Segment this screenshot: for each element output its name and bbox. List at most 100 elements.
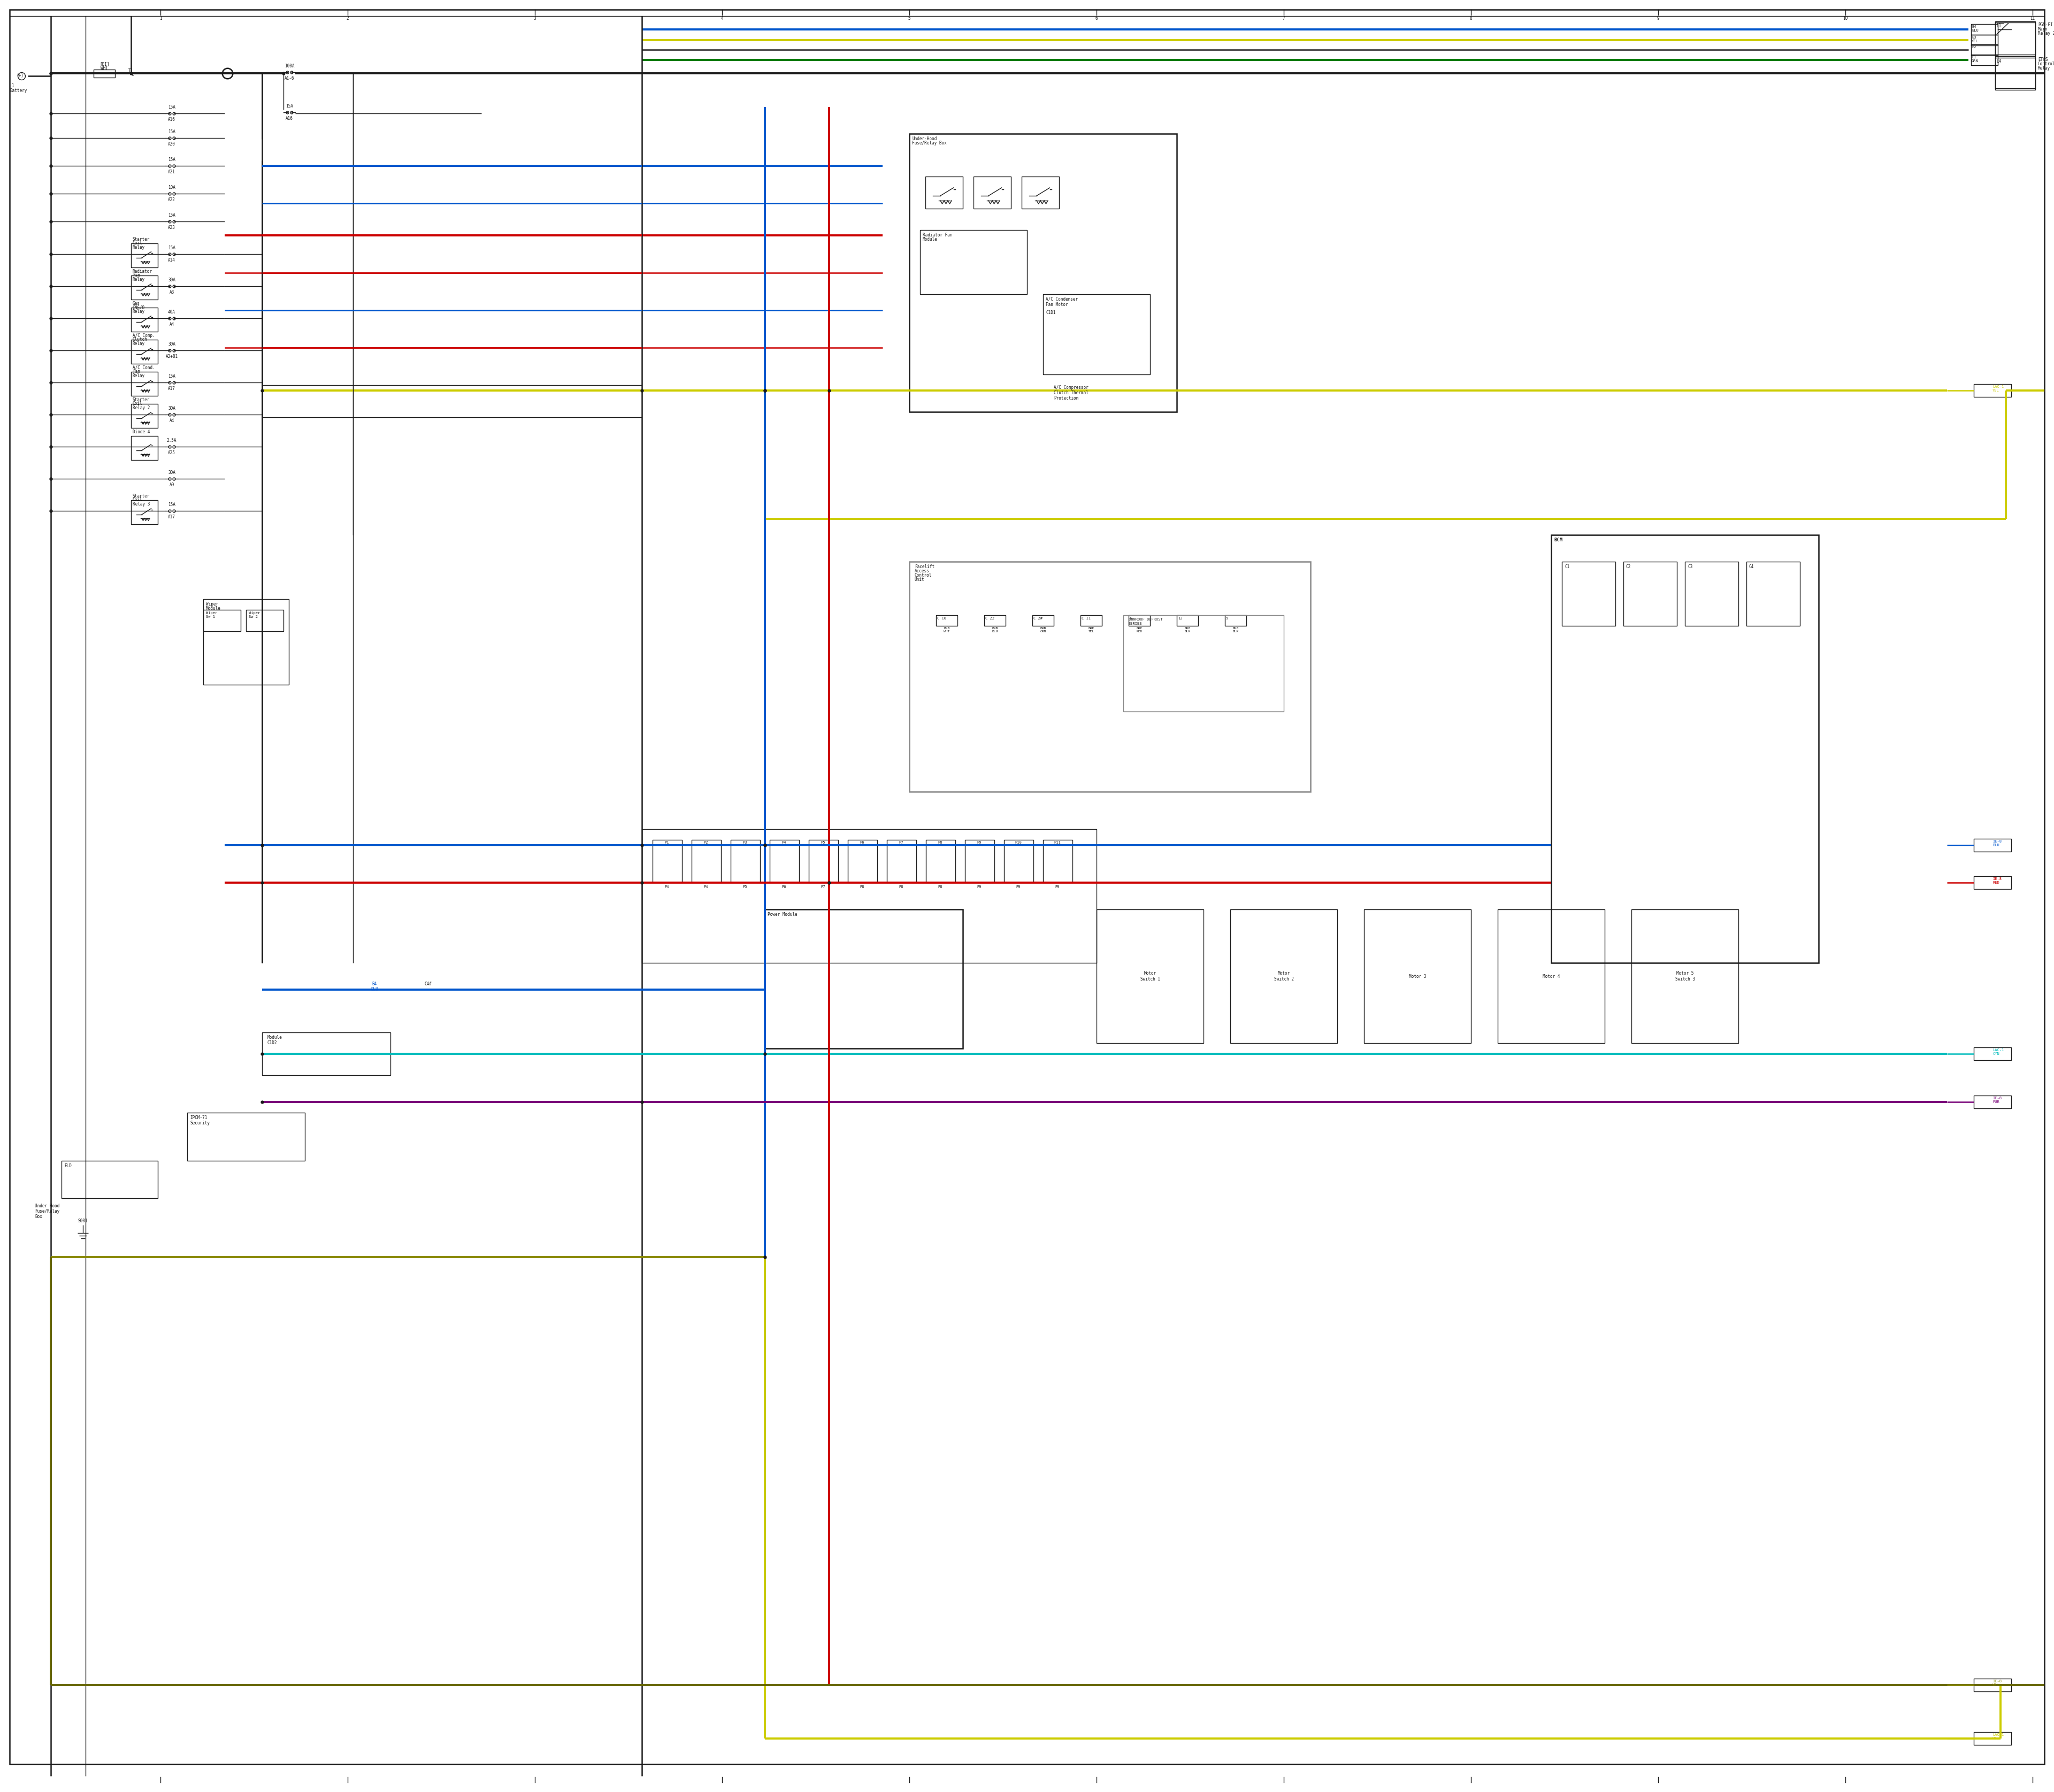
Text: P10: P10 xyxy=(1015,840,1021,844)
Bar xyxy=(1974,1733,2011,1745)
Text: 3: 3 xyxy=(534,16,536,22)
Text: P9: P9 xyxy=(978,885,982,889)
Text: Access: Access xyxy=(914,568,930,573)
Text: 40A: 40A xyxy=(168,310,175,315)
Bar xyxy=(1033,615,1054,625)
Text: P3: P3 xyxy=(744,840,748,844)
Text: 9: 9 xyxy=(1658,16,1660,22)
Text: A22: A22 xyxy=(168,197,175,202)
Bar xyxy=(848,840,877,883)
Text: BRB
BLU: BRB BLU xyxy=(992,627,998,633)
Text: Protection: Protection xyxy=(1054,396,1078,401)
Text: (+): (+) xyxy=(16,73,23,79)
Bar xyxy=(1043,840,1072,883)
Text: A4: A4 xyxy=(168,323,175,326)
Text: 15A: 15A xyxy=(286,104,294,109)
Bar xyxy=(809,840,838,883)
Bar xyxy=(1994,23,2036,54)
Text: P4: P4 xyxy=(665,885,670,889)
Bar xyxy=(974,177,1011,208)
Text: 30A: 30A xyxy=(168,407,175,410)
Text: 30A: 30A xyxy=(168,342,175,346)
Text: 1: 1 xyxy=(131,72,134,77)
Text: P8: P8 xyxy=(900,885,904,889)
Text: A20: A20 xyxy=(168,142,175,147)
Text: S001: S001 xyxy=(78,1219,88,1224)
Bar xyxy=(131,340,158,364)
Text: P7: P7 xyxy=(822,885,826,889)
Text: BCM: BCM xyxy=(1555,538,1563,543)
Text: 5: 5 xyxy=(908,16,910,22)
Text: A17: A17 xyxy=(168,514,175,520)
Text: Gas: Gas xyxy=(134,301,140,306)
Text: 15A: 15A xyxy=(168,246,175,251)
Bar xyxy=(1364,909,1471,1043)
Text: 30A: 30A xyxy=(168,278,175,283)
Text: Coil: Coil xyxy=(134,498,142,502)
Text: L4: L4 xyxy=(1996,59,2001,65)
Text: BRB
BLK: BRB BLK xyxy=(1185,627,1191,633)
Text: A4: A4 xyxy=(168,418,175,423)
Text: Facelift: Facelift xyxy=(914,564,935,570)
Text: P9: P9 xyxy=(978,840,982,844)
Bar xyxy=(1497,909,1604,1043)
Text: P8: P8 xyxy=(939,840,943,844)
Bar xyxy=(1230,909,1337,1043)
Text: BRE
RED: BRE RED xyxy=(1136,627,1142,633)
Text: Motor 4: Motor 4 xyxy=(1543,973,1559,978)
Text: C 22: C 22 xyxy=(986,616,994,620)
Text: LAC-1
YEL: LAC-1 YEL xyxy=(1992,1733,2005,1740)
Bar xyxy=(1972,23,1999,34)
Text: Relay 3: Relay 3 xyxy=(134,502,150,507)
Text: A21: A21 xyxy=(168,170,175,174)
Text: 1: 1 xyxy=(160,16,162,22)
Bar xyxy=(641,830,1097,962)
Text: SUNROOF DEFROST: SUNROOF DEFROST xyxy=(1128,618,1163,622)
Bar xyxy=(1684,561,1738,625)
Text: Fan: Fan xyxy=(134,369,140,375)
Bar xyxy=(1974,1095,2011,1109)
Text: Radiator Fan: Radiator Fan xyxy=(922,233,953,238)
Text: 15A: 15A xyxy=(168,213,175,217)
Bar xyxy=(1561,561,1614,625)
Text: B2: B2 xyxy=(1972,45,1976,48)
Text: Module: Module xyxy=(922,237,937,242)
Text: P1: P1 xyxy=(665,840,670,844)
Text: P5: P5 xyxy=(822,840,826,844)
Bar xyxy=(131,244,158,267)
Text: Fuse/Relay: Fuse/Relay xyxy=(35,1210,60,1213)
Text: Relay 2: Relay 2 xyxy=(134,405,150,410)
Text: BRB
CRN: BRB CRN xyxy=(1039,627,1045,633)
Text: B3
YEL: B3 YEL xyxy=(1972,36,1978,43)
Text: IPCM-71: IPCM-71 xyxy=(189,1115,207,1120)
Text: A/C Comp.: A/C Comp. xyxy=(134,333,154,339)
Text: Under-Hood: Under-Hood xyxy=(912,136,937,142)
Text: A/C Compressor: A/C Compressor xyxy=(1054,385,1089,391)
Text: A3: A3 xyxy=(168,290,175,294)
Text: Starter: Starter xyxy=(134,398,150,401)
Bar xyxy=(1974,1047,2011,1061)
Text: C 2#: C 2# xyxy=(1033,616,1043,620)
Bar xyxy=(263,1032,390,1075)
Text: A14: A14 xyxy=(168,258,175,263)
Text: Relay: Relay xyxy=(134,310,146,314)
Bar xyxy=(731,840,760,883)
Bar xyxy=(1974,383,2011,396)
Text: C3: C3 xyxy=(1688,564,1692,570)
Bar xyxy=(131,276,158,299)
Text: P4: P4 xyxy=(783,840,787,844)
Bar xyxy=(920,229,1027,294)
Text: BRE
TEL: BRE TEL xyxy=(1089,627,1095,633)
Bar xyxy=(1631,909,1738,1043)
Bar xyxy=(1994,56,2036,88)
Text: 15A: 15A xyxy=(168,502,175,507)
Text: 2.5A: 2.5A xyxy=(166,437,177,443)
Text: C4#: C4# xyxy=(425,982,431,986)
Text: 6: 6 xyxy=(1095,16,1097,22)
Text: Fuse/Relay Box: Fuse/Relay Box xyxy=(912,142,947,145)
Text: Coil: Coil xyxy=(134,401,142,407)
Text: 2: 2 xyxy=(347,16,349,22)
Bar xyxy=(187,1113,304,1161)
Text: L1: L1 xyxy=(1996,23,2001,29)
Text: Motor
Switch 2: Motor Switch 2 xyxy=(1273,971,1294,982)
